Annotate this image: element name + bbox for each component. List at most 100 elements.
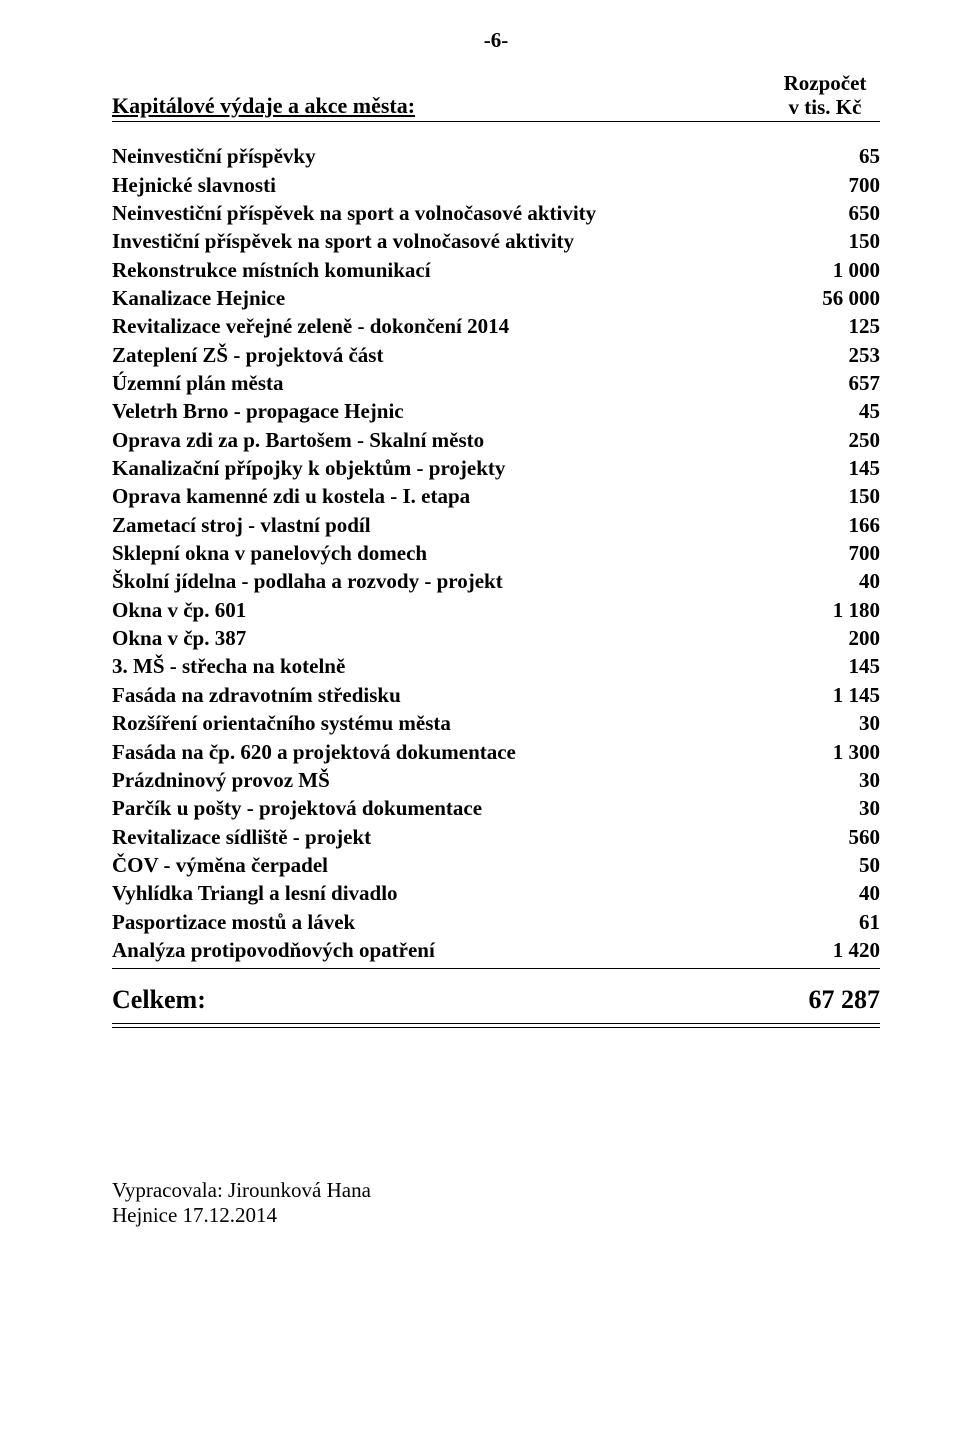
table-row: Hejnické slavnosti700: [112, 171, 880, 199]
row-value: 150: [790, 227, 880, 255]
row-label: Kanalizace Hejnice: [112, 284, 790, 312]
table-row: Oprava kamenné zdi u kostela - I. etapa1…: [112, 482, 880, 510]
table-row: Fasáda na zdravotním středisku1 145: [112, 681, 880, 709]
page-number: -6-: [112, 28, 880, 53]
row-label: Kanalizační přípojky k objektům - projek…: [112, 454, 790, 482]
row-label: Parčík u pošty - projektová dokumentace: [112, 794, 790, 822]
document-page: -6- Kapitálové výdaje a akce města: Rozp…: [0, 0, 960, 1268]
table-row: Zateplení ZŠ - projektová část253: [112, 341, 880, 369]
budget-header-line1: Rozpočet: [770, 71, 880, 95]
row-label: 3. MŠ - střecha na kotelně: [112, 652, 790, 680]
row-value: 200: [790, 624, 880, 652]
row-value: 30: [790, 709, 880, 737]
row-value: 166: [790, 511, 880, 539]
row-value: 700: [790, 539, 880, 567]
row-value: 56 000: [790, 284, 880, 312]
row-label: Fasáda na zdravotním středisku: [112, 681, 790, 709]
table-row: Kanalizační přípojky k objektům - projek…: [112, 454, 880, 482]
row-value: 700: [790, 171, 880, 199]
row-label: Vyhlídka Triangl a lesní divadlo: [112, 879, 790, 907]
footer-date-place: Hejnice 17.12.2014: [112, 1203, 880, 1228]
row-label: Oprava kamenné zdi u kostela - I. etapa: [112, 482, 790, 510]
table-row: Analýza protipovodňových opatření1 420: [112, 936, 880, 964]
table-row: Sklepní okna v panelových domech700: [112, 539, 880, 567]
row-value: 40: [790, 879, 880, 907]
row-label: Rozšíření orientačního systému města: [112, 709, 790, 737]
row-label: Oprava zdi za p. Bartošem - Skalní město: [112, 426, 790, 454]
table-row: Školní jídelna - podlaha a rozvody - pro…: [112, 567, 880, 595]
total-value: 67 287: [809, 985, 881, 1015]
row-label: ČOV - výměna čerpadel: [112, 851, 790, 879]
row-label: Neinvestiční příspěvky: [112, 142, 790, 170]
row-value: 1 420: [790, 936, 880, 964]
row-label: Zateplení ZŠ - projektová část: [112, 341, 790, 369]
row-label: Okna v čp. 601: [112, 596, 790, 624]
row-label: Revitalizace veřejné zeleně - dokončení …: [112, 312, 790, 340]
table-row: Parčík u pošty - projektová dokumentace3…: [112, 794, 880, 822]
row-label: Neinvestiční příspěvek na sport a volnoč…: [112, 199, 790, 227]
row-value: 61: [790, 908, 880, 936]
table-row: Fasáda na čp. 620 a projektová dokumenta…: [112, 738, 880, 766]
row-label: Pasportizace mostů a lávek: [112, 908, 790, 936]
row-label: Revitalizace sídliště - projekt: [112, 823, 790, 851]
row-value: 253: [790, 341, 880, 369]
row-label: Analýza protipovodňových opatření: [112, 936, 790, 964]
section-title: Kapitálové výdaje a akce města:: [112, 93, 415, 119]
row-value: 65: [790, 142, 880, 170]
table-row: ČOV - výměna čerpadel50: [112, 851, 880, 879]
table-row: Prázdninový provoz MŠ30: [112, 766, 880, 794]
table-row: 3. MŠ - střecha na kotelně145: [112, 652, 880, 680]
row-value: 150: [790, 482, 880, 510]
row-value: 1 180: [790, 596, 880, 624]
table-row: Zametací stroj - vlastní podíl166: [112, 511, 880, 539]
row-value: 145: [790, 454, 880, 482]
table-row: Revitalizace veřejné zeleně - dokončení …: [112, 312, 880, 340]
row-value: 250: [790, 426, 880, 454]
budget-header: Rozpočet v tis. Kč: [770, 71, 880, 119]
table-row: Vyhlídka Triangl a lesní divadlo40: [112, 879, 880, 907]
table-row: Oprava zdi za p. Bartošem - Skalní město…: [112, 426, 880, 454]
row-label: Rekonstrukce místních komunikací: [112, 256, 790, 284]
table-row: Územní plán města657: [112, 369, 880, 397]
table-row: Kanalizace Hejnice56 000: [112, 284, 880, 312]
row-label: Územní plán města: [112, 369, 790, 397]
budget-rows: Neinvestiční příspěvky65Hejnické slavnos…: [112, 142, 880, 964]
table-row: Rekonstrukce místních komunikací1 000: [112, 256, 880, 284]
row-value: 1 300: [790, 738, 880, 766]
row-label: Prázdninový provoz MŠ: [112, 766, 790, 794]
row-value: 560: [790, 823, 880, 851]
table-row: Veletrh Brno - propagace Hejnic45: [112, 397, 880, 425]
row-value: 50: [790, 851, 880, 879]
total-label: Celkem:: [112, 985, 206, 1015]
row-value: 30: [790, 794, 880, 822]
row-value: 45: [790, 397, 880, 425]
table-row: Revitalizace sídliště - projekt560: [112, 823, 880, 851]
divider: [112, 968, 880, 969]
row-value: 1 145: [790, 681, 880, 709]
row-label: Školní jídelna - podlaha a rozvody - pro…: [112, 567, 790, 595]
row-label: Investiční příspěvek na sport a volnočas…: [112, 227, 790, 255]
row-label: Veletrh Brno - propagace Hejnic: [112, 397, 790, 425]
table-row: Pasportizace mostů a lávek61: [112, 908, 880, 936]
row-value: 657: [790, 369, 880, 397]
row-value: 1 000: [790, 256, 880, 284]
row-label: Fasáda na čp. 620 a projektová dokumenta…: [112, 738, 790, 766]
row-label: Hejnické slavnosti: [112, 171, 790, 199]
budget-header-line2: v tis. Kč: [770, 95, 880, 119]
row-value: 40: [790, 567, 880, 595]
row-label: Sklepní okna v panelových domech: [112, 539, 790, 567]
table-header: Kapitálové výdaje a akce města: Rozpočet…: [112, 71, 880, 122]
table-row: Neinvestiční příspěvky65: [112, 142, 880, 170]
row-value: 30: [790, 766, 880, 794]
footer-author: Vypracovala: Jirounková Hana: [112, 1178, 880, 1203]
table-row: Investiční příspěvek na sport a volnočas…: [112, 227, 880, 255]
footer: Vypracovala: Jirounková Hana Hejnice 17.…: [112, 1178, 880, 1228]
total-row: Celkem: 67 287: [112, 985, 880, 1021]
table-row: Neinvestiční příspěvek na sport a volnoč…: [112, 199, 880, 227]
row-label: Zametací stroj - vlastní podíl: [112, 511, 790, 539]
row-value: 650: [790, 199, 880, 227]
table-row: Okna v čp. 6011 180: [112, 596, 880, 624]
double-rule: [112, 1023, 880, 1028]
row-value: 145: [790, 652, 880, 680]
table-row: Okna v čp. 387200: [112, 624, 880, 652]
